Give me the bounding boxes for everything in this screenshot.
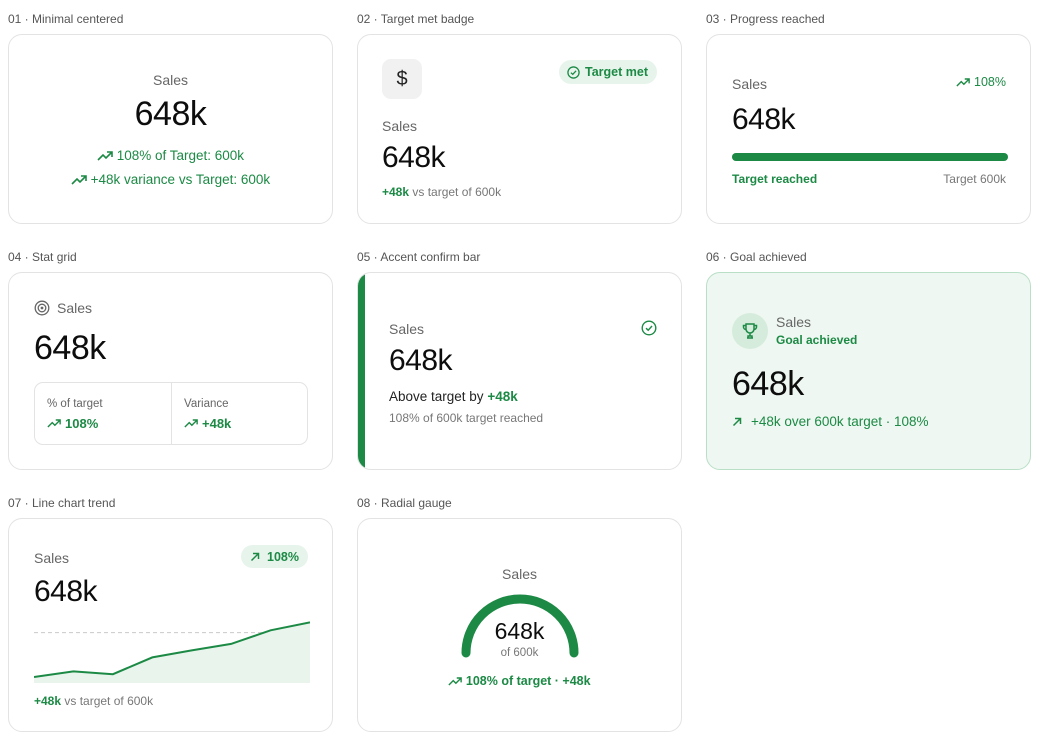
card-title: Sales	[732, 76, 768, 92]
kpi-card-goal-achieved: Sales Goal achieved 648k +48k over 600k …	[706, 272, 1031, 470]
card-title: Sales	[382, 118, 418, 134]
above-target-text: Above target by	[389, 389, 484, 404]
variance-text: +48k variance vs Target: 600k	[90, 172, 271, 187]
check-circle-icon	[641, 320, 657, 336]
target-met-badge: Target met	[559, 60, 657, 84]
stat-grid: % of target 108% Variance +48k	[34, 382, 308, 445]
kpi-value: 648k	[494, 618, 545, 644]
badge-label: Target met	[585, 65, 648, 79]
dollar-icon: $	[382, 59, 422, 99]
goal-note-text: +48k over 600k target · 108%	[751, 414, 929, 429]
check-circle-icon	[567, 65, 580, 79]
gauge-fill	[461, 594, 579, 658]
stat-value: 108%	[47, 416, 98, 431]
arrow-up-right-icon	[732, 417, 742, 427]
card-label: 08 · Radial gauge	[357, 496, 452, 510]
card-label: 04 · Stat grid	[8, 250, 77, 264]
kpi-card-line-chart: Sales 108% 648k +48k vs target of 600k	[8, 518, 333, 732]
kpi-card-progress: Sales 108% 648k Target reached Target 60…	[706, 34, 1031, 224]
kpi-card-minimal: Sales 648k 108% of Target: 600k +48k var…	[8, 34, 333, 224]
progress-status: Target reached	[732, 172, 818, 186]
above-target-line: Above target by +48k	[389, 389, 518, 404]
kpi-value: 648k	[732, 103, 796, 136]
variance-line: +48k variance vs Target: 600k	[9, 172, 332, 187]
gauge-target: of 600k	[500, 647, 539, 659]
target-label: Target 600k	[943, 172, 1006, 186]
kpi-card-radial-gauge: Sales 648k of 600k 108% of target · +48k	[357, 518, 682, 732]
accent-bar	[358, 273, 365, 469]
delta-line: +48k vs target of 600k	[382, 185, 501, 199]
card-label: 02 · Target met badge	[357, 12, 475, 26]
trend-chart	[34, 621, 310, 683]
trend-badge: 108%	[241, 545, 308, 568]
progress-fill	[732, 153, 1008, 161]
goal-status: Goal achieved	[776, 333, 858, 347]
stat-label: % of target	[47, 398, 103, 410]
kpi-value: 648k	[34, 575, 98, 608]
kpi-value: 648k	[34, 329, 106, 367]
reached-note: 108% of 600k target reached	[389, 411, 544, 425]
card-title: Sales	[57, 300, 93, 316]
gauge-note-text: 108% of target · +48k	[465, 674, 591, 688]
progress-track	[732, 153, 1008, 161]
trend-line	[34, 621, 310, 678]
stat-value: +48k	[184, 416, 231, 431]
trend-area	[34, 622, 310, 683]
kpi-value: 648k	[134, 95, 207, 133]
kpi-card-stat-grid: Sales 648k % of target 108% Variance +48…	[8, 272, 333, 470]
percent-value: 108%	[65, 416, 99, 431]
grid-divider	[171, 383, 172, 444]
trend-up-icon	[184, 419, 198, 428]
card-title: Sales	[34, 550, 70, 566]
trend-up-icon	[956, 77, 970, 87]
percent-value: 108%	[974, 75, 1006, 89]
target-line: 108% of Target: 600k	[9, 148, 332, 163]
trend-up-icon	[71, 175, 87, 186]
target-icon	[34, 300, 50, 316]
trend-up-icon	[448, 677, 463, 686]
badge-value: 108%	[267, 549, 299, 564]
card-label: 01 · Minimal centered	[8, 12, 124, 26]
card-label: 06 · Goal achieved	[706, 250, 807, 264]
card-title: Sales	[776, 314, 812, 330]
gauge-note: 108% of target · +48k	[358, 674, 681, 688]
delta-text: vs target of 600k	[64, 694, 154, 708]
delta-value: +48k	[382, 185, 410, 199]
goal-note: +48k over 600k target · 108%	[732, 414, 928, 429]
card-label: 07 · Line chart trend	[8, 496, 116, 510]
delta-value: +48k	[34, 694, 62, 708]
card-label: 05 · Accent confirm bar	[357, 250, 481, 264]
percent-indicator: 108%	[956, 75, 1006, 89]
kpi-card-accent-bar: Sales 648k Above target by +48k 108% of …	[357, 272, 682, 470]
delta-text: vs target of 600k	[412, 185, 502, 199]
kpi-value: 648k	[382, 141, 446, 174]
card-title: Sales	[501, 566, 538, 582]
trophy-icon	[732, 313, 768, 349]
trend-up-icon	[97, 151, 113, 162]
kpi-card-target-badge: $ Target met Sales 648k +48k vs target o…	[357, 34, 682, 224]
kpi-value: 648k	[389, 344, 453, 377]
card-title: Sales	[152, 72, 189, 88]
arrow-up-right-icon	[250, 552, 260, 562]
delta-line: +48k vs target of 600k	[34, 694, 153, 708]
above-target-value: +48k	[487, 389, 518, 404]
radial-gauge	[461, 594, 579, 658]
variance-value: +48k	[202, 416, 232, 431]
stat-label: Variance	[184, 398, 229, 410]
kpi-value: 648k	[732, 365, 804, 403]
percent-of-target: 108% of Target: 600k	[116, 148, 245, 163]
card-title: Sales	[389, 321, 425, 337]
card-label: 03 · Progress reached	[706, 12, 825, 26]
trend-up-icon	[47, 419, 61, 428]
